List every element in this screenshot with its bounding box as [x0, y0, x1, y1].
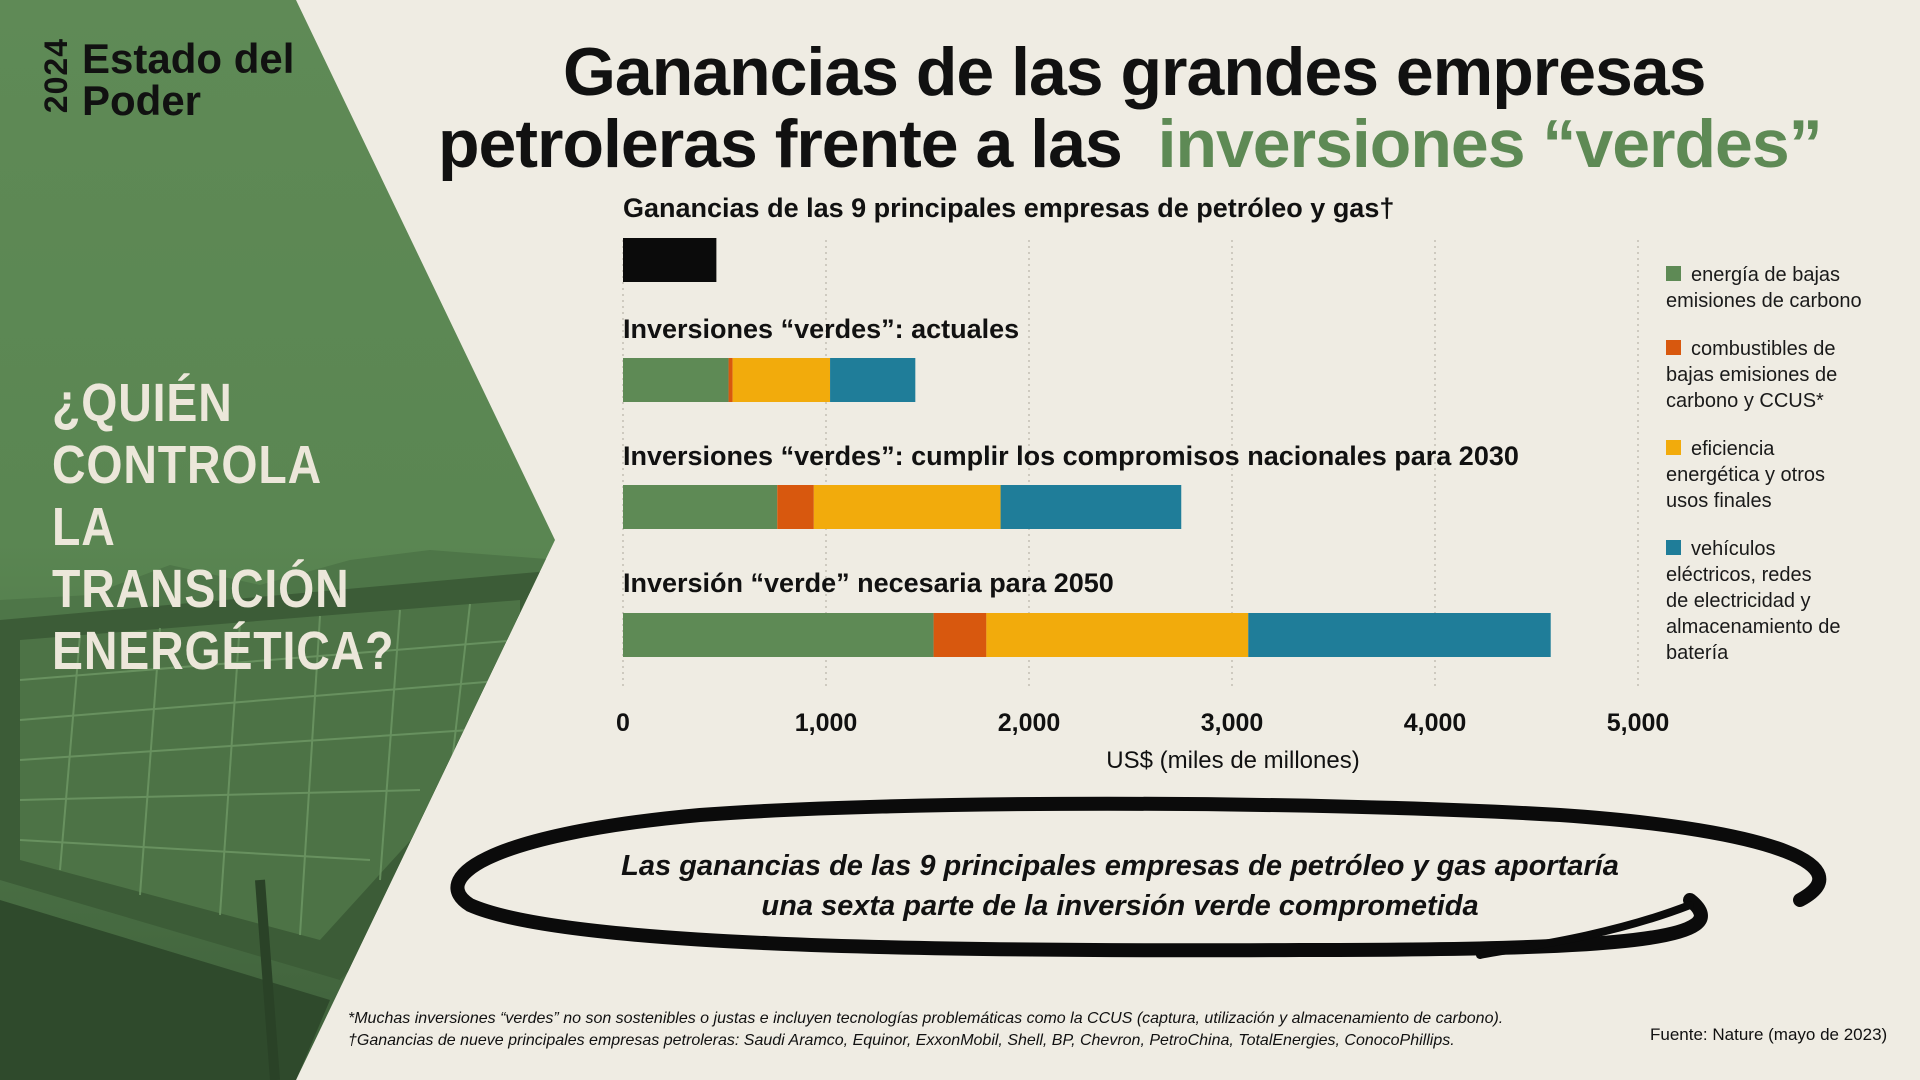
legend-text: eficiencia — [1691, 438, 1775, 460]
category-label-3: Inversión “verde” necesaria para 2050 — [623, 568, 1114, 598]
legend-line: energética y otros — [1666, 462, 1901, 488]
section-question: ¿QUIÉN CONTROLA LA TRANSICIÓN ENERGÉTICA… — [52, 372, 413, 682]
x-tick-label-4: 4,000 — [1404, 709, 1467, 737]
bar-2-combustibles-de-bajas-emisiones-de-carbo — [777, 485, 814, 529]
category-label-2: Inversiones “verdes”: cumplir los compro… — [623, 441, 1519, 471]
legend-swatch — [1666, 440, 1681, 455]
page-title: Ganancias de las grandes empresas petrol… — [438, 36, 1898, 180]
title-highlight: inversiones “verdes” — [1157, 106, 1823, 182]
question-line2: LA TRANSICIÓN — [52, 497, 350, 619]
bar-1-eficiencia-energetica-y-otros-usos-final — [732, 358, 831, 402]
callout-line1: Las ganancias de las 9 principales empre… — [621, 850, 1619, 882]
left-panel: 2024 Estado del Poder ¿QUIÉN CONTROLA LA… — [0, 0, 560, 1080]
legend-text: eléctricos, redes — [1666, 564, 1812, 586]
legend-line: almacenamiento de — [1666, 614, 1901, 640]
bar-2-energia-de-bajas-emisiones-de-carbono — [623, 485, 778, 529]
callout-line2: una sexta parte de la inversión verde co… — [761, 890, 1479, 922]
legend-text: combustibles de — [1691, 338, 1836, 360]
footnote-2: †Ganancias de nueve principales empresas… — [348, 1032, 1455, 1049]
legend-line: energía de bajas — [1666, 262, 1901, 288]
bar-3-energia-de-bajas-emisiones-de-carbono — [623, 613, 934, 657]
bar-1-vehiculos-electricos-redes-de-electricid — [830, 358, 916, 402]
footnote-1: *Muchas inversiones “verdes” no son sost… — [348, 1010, 1504, 1027]
question-line1: ¿QUIÉN CONTROLA — [52, 373, 323, 495]
legend-text: batería — [1666, 642, 1729, 664]
question-line3: ENERGÉTICA? — [52, 621, 395, 681]
x-axis-title: US$ (miles de millones) — [1106, 747, 1359, 774]
legend-line: bajas emisiones de — [1666, 362, 1901, 388]
legend-text: energía de bajas — [1691, 264, 1841, 286]
legend-line: combustibles de — [1666, 336, 1901, 362]
legend-text: emisiones de carbono — [1666, 290, 1862, 312]
legend-text: usos finales — [1666, 490, 1772, 512]
legend-item-1: combustibles de bajas emisiones de carbono… — [1666, 336, 1901, 414]
brand-year: 2024 — [38, 38, 74, 114]
legend-line: emisiones de carbono — [1666, 288, 1901, 314]
chart-x-axis: 0 1,000 2,000 3,000 4,000 5,000 — [616, 709, 1669, 737]
legend-swatch — [1666, 266, 1681, 281]
x-tick-label-5: 5,000 — [1607, 709, 1670, 737]
legend-line: eléctricos, redes — [1666, 562, 1901, 588]
legend-line: carbono y CCUS* — [1666, 388, 1901, 414]
x-tick-label-0: 0 — [616, 709, 630, 737]
bar-2-vehiculos-electricos-redes-de-electricid — [1000, 485, 1182, 529]
x-tick-label-2: 2,000 — [998, 709, 1061, 737]
brand-logo: 2024 Estado del Poder — [38, 38, 294, 122]
source-note: Fuente: Nature (mayo de 2023) — [1650, 1025, 1888, 1044]
bar-3-eficiencia-energetica-y-otros-usos-final — [986, 613, 1249, 657]
bar-3-combustibles-de-bajas-emisiones-de-carbo — [933, 613, 987, 657]
bar-1-energia-de-bajas-emisiones-de-carbono — [623, 358, 729, 402]
legend-item-3: vehículos eléctricos, redes de electricida… — [1666, 536, 1901, 666]
legend-swatch — [1666, 340, 1681, 355]
legend-text: vehículos — [1691, 538, 1776, 560]
legend-line: batería — [1666, 640, 1901, 666]
legend-item-2: eficiencia energética y otros usos finales — [1666, 436, 1901, 514]
legend-line: de electricidad y — [1666, 588, 1901, 614]
legend-item-0: energía de bajas emisiones de carbono — [1666, 262, 1901, 314]
legend-text: bajas emisiones de — [1666, 364, 1838, 386]
brand-name-line1: Estado del — [82, 35, 295, 82]
bar-0-ganancias — [623, 238, 717, 282]
legend-text: energética y otros — [1666, 464, 1825, 486]
title-part2: petroleras frente a las — [438, 106, 1123, 182]
chart-category-labels: Ganancias de las 9 principales empresas … — [623, 193, 1519, 598]
title-line2: petroleras frente a las inversiones “ver… — [438, 108, 1898, 180]
legend-text: de electricidad y — [1666, 590, 1811, 612]
callout-text: Las ganancias de las 9 principales empre… — [560, 846, 1680, 926]
legend-text: carbono y CCUS* — [1666, 390, 1824, 412]
legend-swatch — [1666, 540, 1681, 555]
bar-3-vehiculos-electricos-redes-de-electricid — [1248, 613, 1551, 657]
category-label-0: Ganancias de las 9 principales empresas … — [623, 193, 1394, 223]
legend-line: usos finales — [1666, 488, 1901, 514]
title-line1: Ganancias de las grandes empresas — [563, 34, 1707, 110]
category-label-1: Inversiones “verdes”: actuales — [623, 314, 1019, 344]
legend-line: eficiencia — [1666, 436, 1901, 462]
x-tick-label-3: 3,000 — [1201, 709, 1264, 737]
legend-text: almacenamiento de — [1666, 616, 1841, 638]
brand-name-line2: Poder — [82, 77, 202, 124]
legend-line: vehículos — [1666, 536, 1901, 562]
bar-1-combustibles-de-bajas-emisiones-de-carbo — [728, 358, 733, 402]
footnotes: *Muchas inversiones “verdes” no son sost… — [348, 1008, 1648, 1052]
bar-2-eficiencia-energetica-y-otros-usos-final — [813, 485, 1001, 529]
x-tick-label-1: 1,000 — [795, 709, 858, 737]
callout-ellipse — [450, 796, 1827, 959]
chart-bars — [623, 238, 1551, 657]
brand-name: Estado del Poder — [82, 38, 294, 122]
chart-legend: energía de bajas emisiones de carbono comb… — [1666, 262, 1901, 688]
